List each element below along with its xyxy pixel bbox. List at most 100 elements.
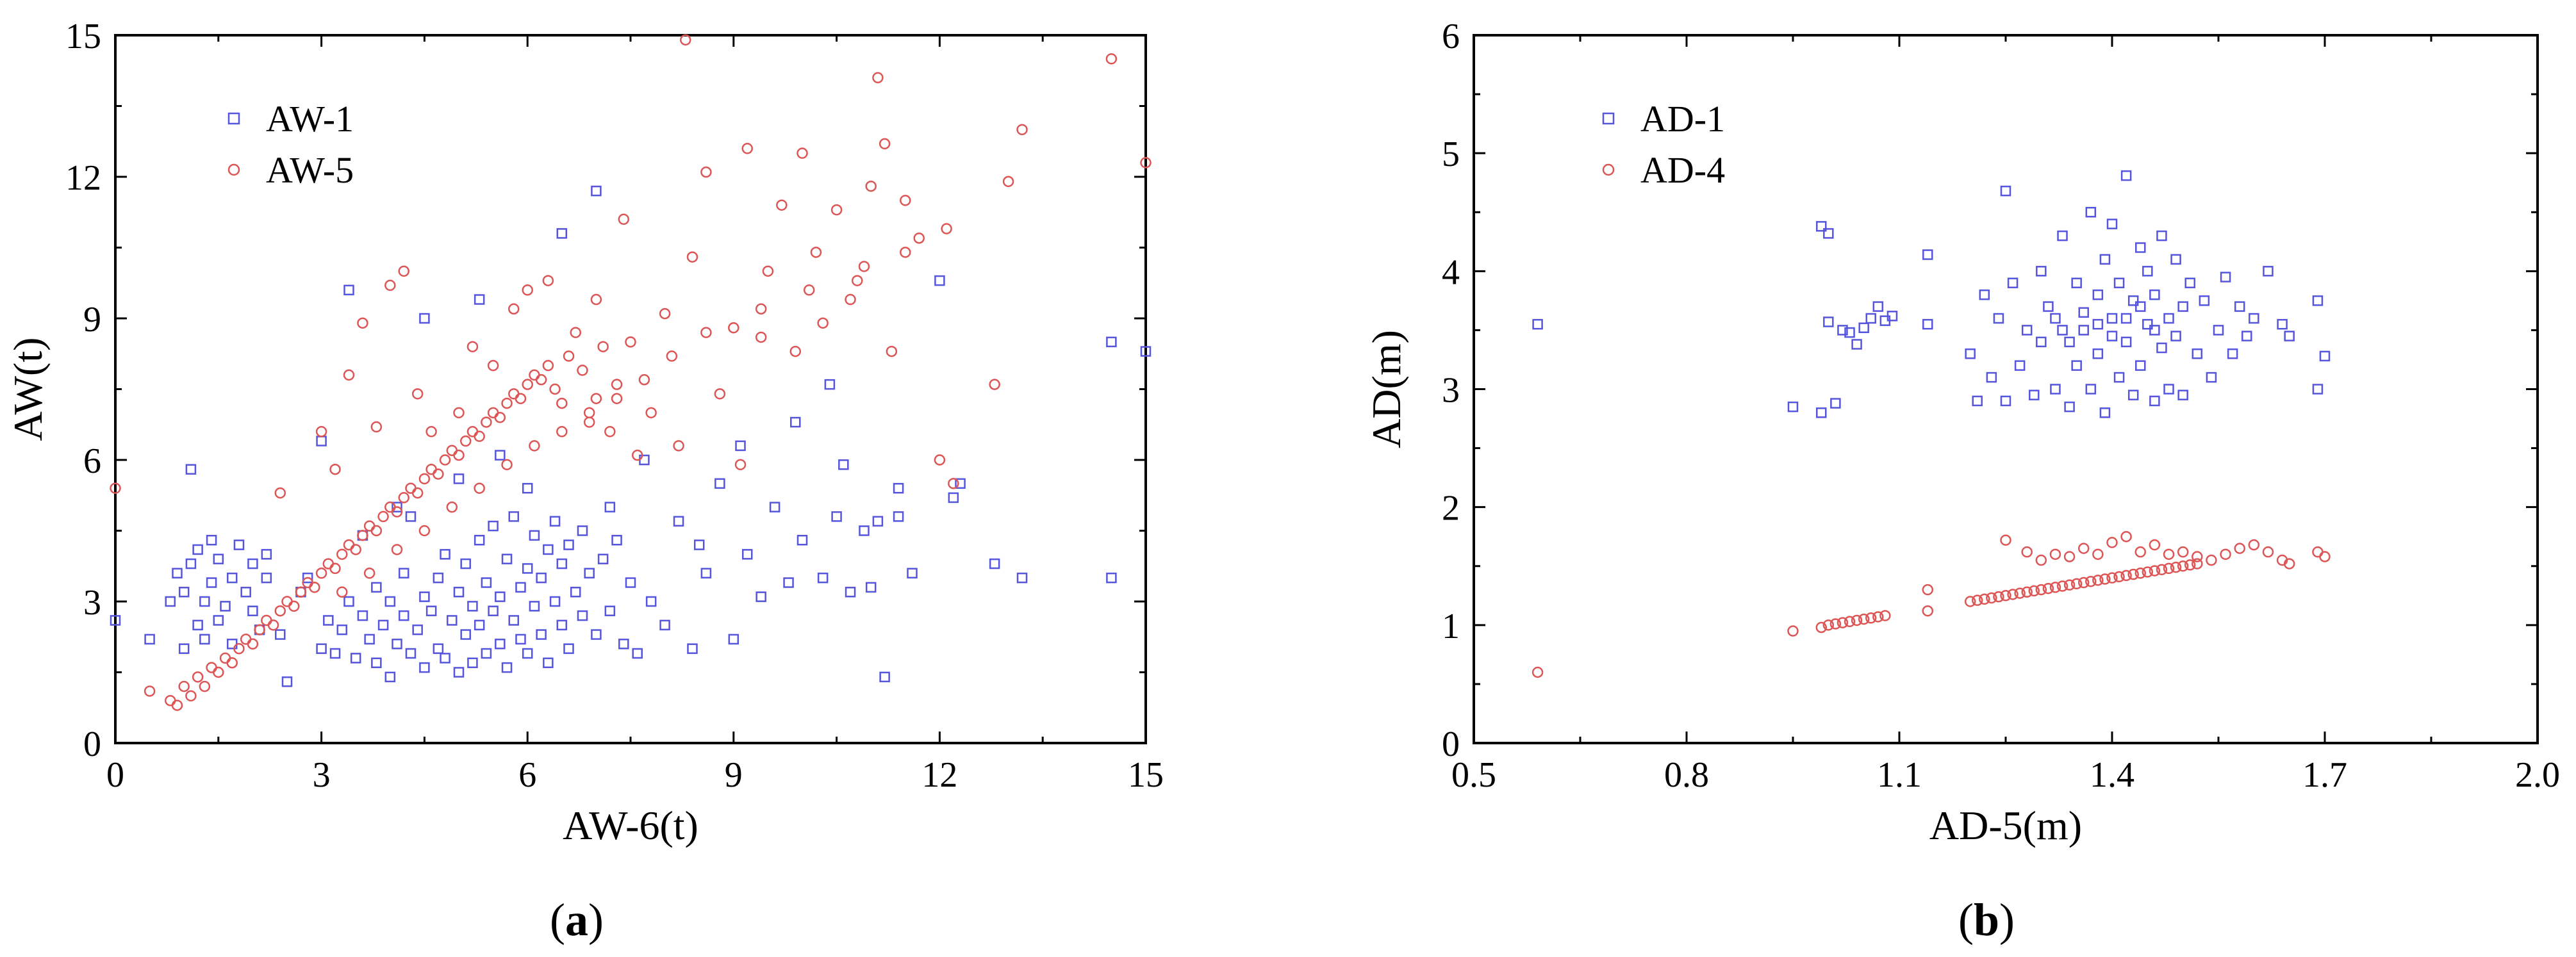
data-point xyxy=(2156,564,2168,576)
data-point xyxy=(1844,327,1855,338)
data-point xyxy=(281,676,293,687)
data-point xyxy=(789,345,802,357)
data-point xyxy=(392,639,402,650)
data-point xyxy=(2284,331,2295,341)
data-point xyxy=(329,463,341,475)
data-point xyxy=(1851,339,1862,350)
data-point xyxy=(810,247,822,258)
data-point xyxy=(357,610,368,621)
data-point xyxy=(2156,230,2167,241)
data-point xyxy=(618,639,629,650)
data-point xyxy=(206,662,217,673)
data-point xyxy=(893,511,904,522)
data-point xyxy=(2248,539,2260,551)
data-point xyxy=(384,501,396,513)
data-point xyxy=(570,587,581,598)
data-point xyxy=(453,407,465,419)
data-point xyxy=(879,138,891,150)
data-point xyxy=(762,265,774,277)
data-point xyxy=(845,293,856,306)
data-point xyxy=(185,690,197,702)
data-point xyxy=(2213,325,2224,336)
data-point xyxy=(686,251,698,263)
data-point xyxy=(1922,318,1933,330)
data-point xyxy=(529,601,540,612)
data-point xyxy=(2149,395,2160,407)
data-point xyxy=(165,596,176,607)
data-point xyxy=(536,629,547,640)
data-point xyxy=(474,534,485,546)
data-point xyxy=(254,624,265,635)
data-point xyxy=(1837,325,1848,336)
data-point xyxy=(316,436,327,446)
data-point xyxy=(2163,548,2175,560)
data-point xyxy=(281,596,293,607)
data-point xyxy=(2035,584,2047,596)
legend-marker-circle xyxy=(1602,163,1615,176)
data-point xyxy=(370,525,383,537)
data-point xyxy=(501,397,513,409)
y-tick-label: 0 xyxy=(1442,724,1460,764)
data-point xyxy=(735,440,746,452)
data-point xyxy=(1016,572,1028,584)
data-point xyxy=(734,459,747,471)
data-point xyxy=(391,544,403,555)
data-point xyxy=(1979,289,1990,300)
y-tick-label: 6 xyxy=(83,441,101,481)
data-point xyxy=(755,303,767,315)
data-point xyxy=(1851,614,1863,626)
data-point xyxy=(453,473,465,484)
x-tick-label: 0.8 xyxy=(1664,755,1709,795)
data-point xyxy=(2127,389,2139,400)
data-point xyxy=(233,642,245,655)
data-point xyxy=(2192,551,2203,562)
data-point xyxy=(412,624,423,635)
data-point xyxy=(556,619,568,631)
data-point xyxy=(687,643,698,654)
data-point xyxy=(989,379,1000,390)
data-point xyxy=(583,407,595,419)
data-point xyxy=(2050,384,2061,395)
data-point xyxy=(625,336,636,348)
data-point xyxy=(2113,277,2125,288)
data-point xyxy=(398,265,409,277)
data-point xyxy=(2029,389,2040,400)
data-point xyxy=(549,383,561,395)
data-point xyxy=(466,426,479,438)
data-point xyxy=(2177,389,2188,400)
data-point xyxy=(631,449,643,461)
data-point xyxy=(2127,568,2139,580)
data-point xyxy=(2220,272,2231,282)
data-point xyxy=(453,449,465,461)
data-point xyxy=(2120,313,2132,324)
data-point xyxy=(563,539,574,550)
y-tick-label: 0 xyxy=(83,724,101,764)
data-point xyxy=(845,587,856,598)
data-point xyxy=(453,667,465,678)
data-point xyxy=(460,629,471,640)
data-point xyxy=(1972,395,1983,407)
data-point xyxy=(1865,612,1877,624)
data-point xyxy=(316,643,327,654)
data-point xyxy=(350,544,361,555)
data-point xyxy=(329,562,341,575)
data-point xyxy=(350,653,361,664)
series-AW-1 xyxy=(110,185,1152,687)
data-point xyxy=(2277,318,2288,330)
data-point xyxy=(529,530,540,541)
data-point xyxy=(2312,546,2324,558)
data-point xyxy=(1823,228,1834,239)
data-point xyxy=(2014,360,2026,371)
data-point xyxy=(405,648,417,659)
data-point xyxy=(693,539,705,550)
data-point xyxy=(542,359,554,372)
x-axis-label: AW-6(t) xyxy=(563,803,698,848)
data-point xyxy=(907,568,918,579)
data-point xyxy=(597,341,609,352)
y-tick-label: 12 xyxy=(65,158,101,198)
data-point xyxy=(783,577,794,588)
data-point xyxy=(1979,593,1990,605)
data-point xyxy=(1965,348,1976,359)
data-point xyxy=(425,605,437,616)
